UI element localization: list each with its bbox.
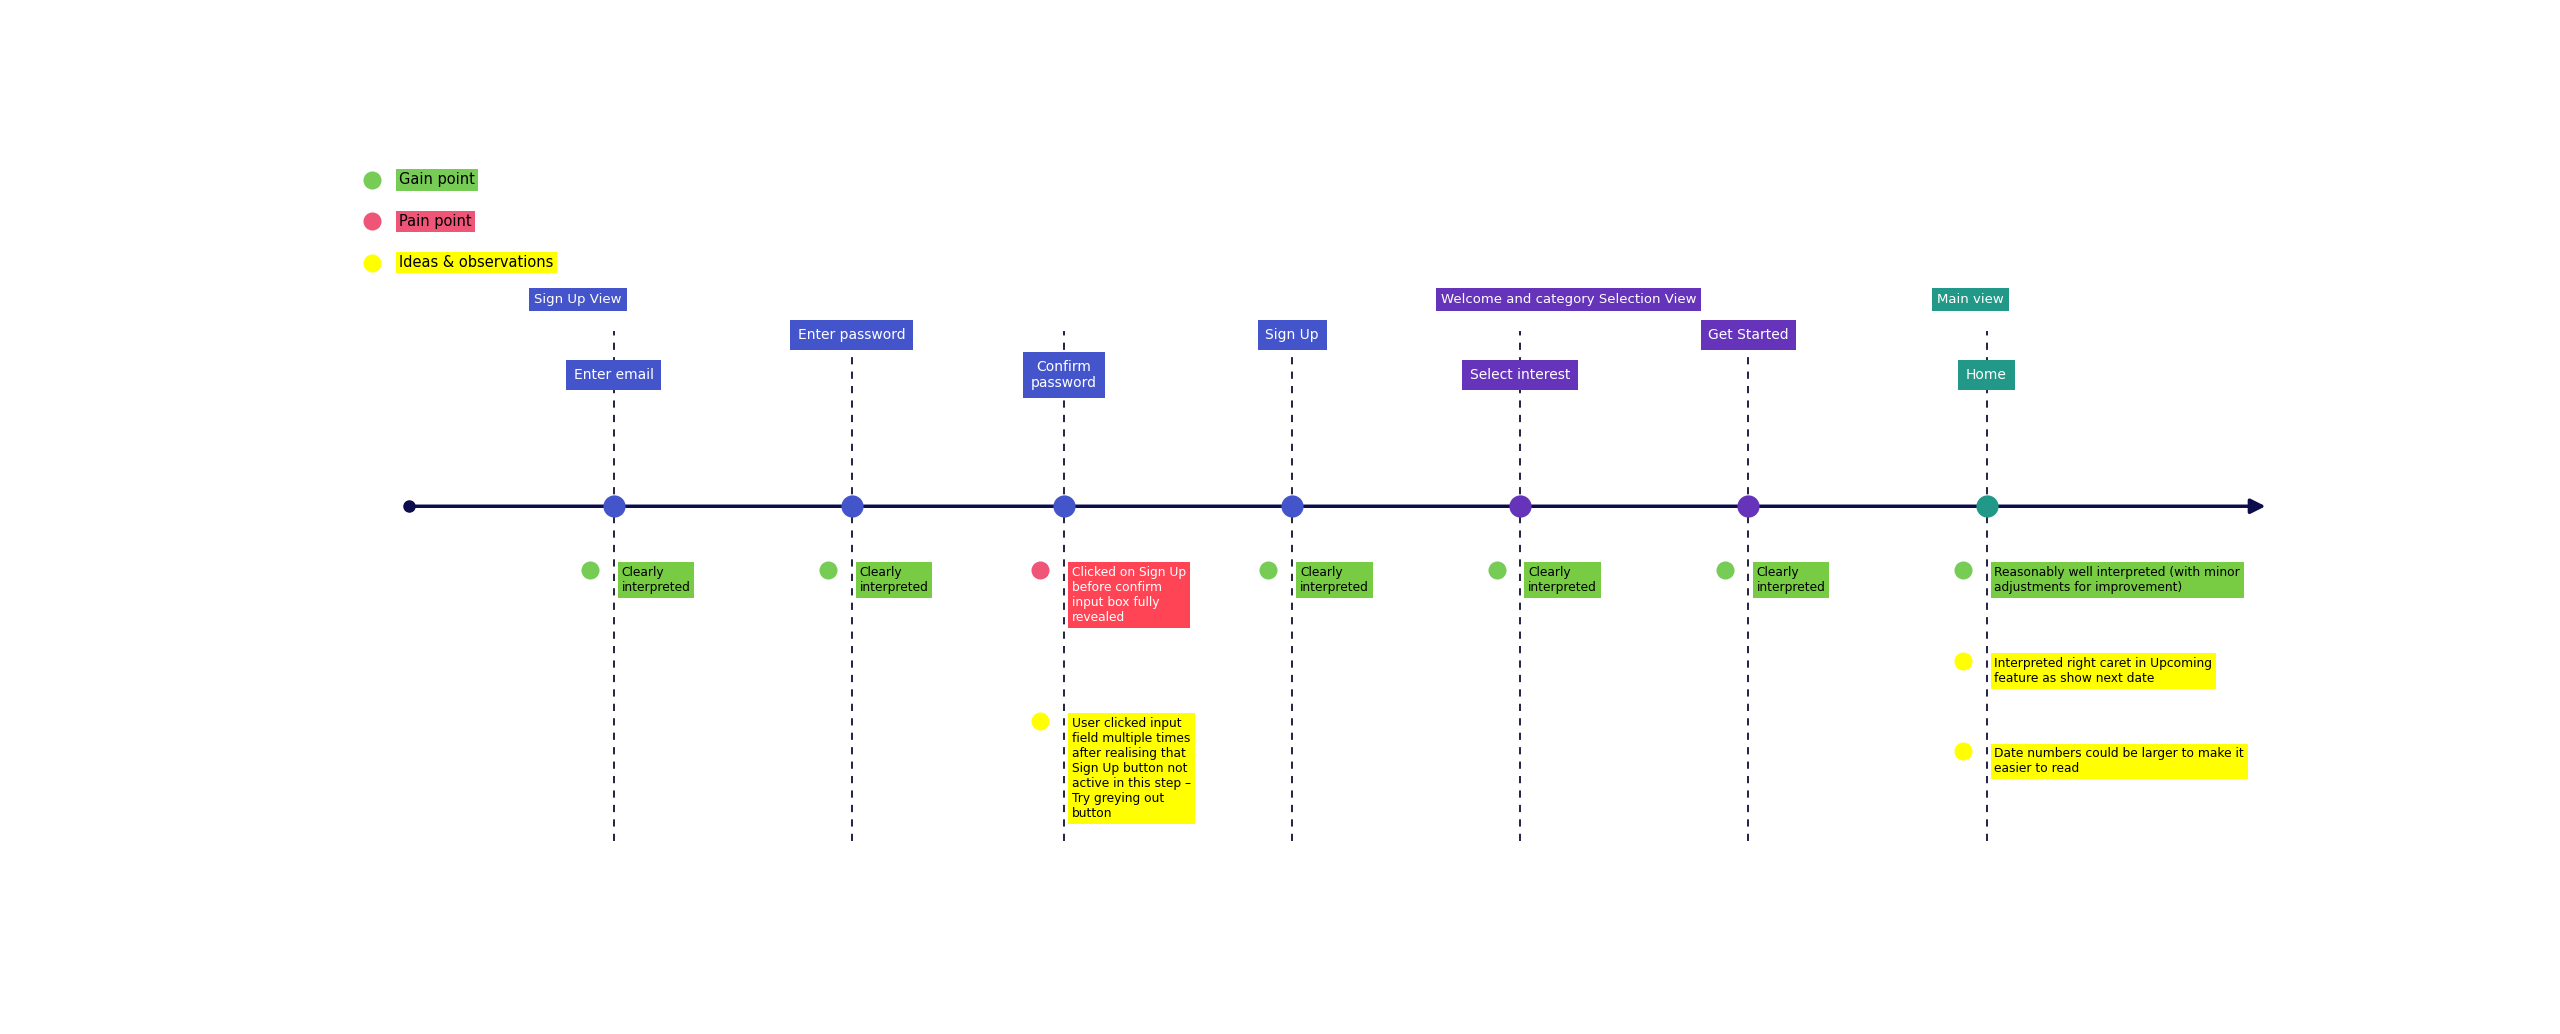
Text: Select interest: Select interest	[1469, 368, 1569, 382]
Text: Pain point: Pain point	[399, 214, 471, 229]
Text: Confirm
password: Confirm password	[1032, 360, 1098, 390]
Text: Clearly
interpreted: Clearly interpreted	[622, 566, 691, 594]
Text: Sign Up View: Sign Up View	[535, 293, 622, 306]
Text: Clearly
interpreted: Clearly interpreted	[860, 566, 929, 594]
Text: Clearly
interpreted: Clearly interpreted	[1300, 566, 1370, 594]
Text: Date numbers could be larger to make it
easier to read: Date numbers could be larger to make it …	[1994, 748, 2245, 776]
Text: Clearly
interpreted: Clearly interpreted	[1756, 566, 1825, 594]
Text: Enter email: Enter email	[573, 368, 653, 382]
Text: Interpreted right caret in Upcoming
feature as show next date: Interpreted right caret in Upcoming feat…	[1994, 657, 2212, 685]
Text: Welcome and category Selection View: Welcome and category Selection View	[1441, 293, 1697, 306]
Text: Clearly
interpreted: Clearly interpreted	[1528, 566, 1597, 594]
Text: User clicked input
field multiple times
after realising that
Sign Up button not
: User clicked input field multiple times …	[1073, 718, 1190, 820]
Text: Gain point: Gain point	[399, 173, 476, 187]
Text: Main view: Main view	[1938, 293, 2004, 306]
Text: Get Started: Get Started	[1708, 328, 1789, 342]
Text: Sign Up: Sign Up	[1265, 328, 1318, 342]
Text: Reasonably well interpreted (with minor
adjustments for improvement): Reasonably well interpreted (with minor …	[1994, 566, 2240, 594]
Text: Ideas & observations: Ideas & observations	[399, 255, 553, 270]
Text: Clicked on Sign Up
before confirm
input box fully
revealed: Clicked on Sign Up before confirm input …	[1073, 566, 1185, 624]
Text: Enter password: Enter password	[799, 328, 906, 342]
Text: Home: Home	[1966, 368, 2007, 382]
